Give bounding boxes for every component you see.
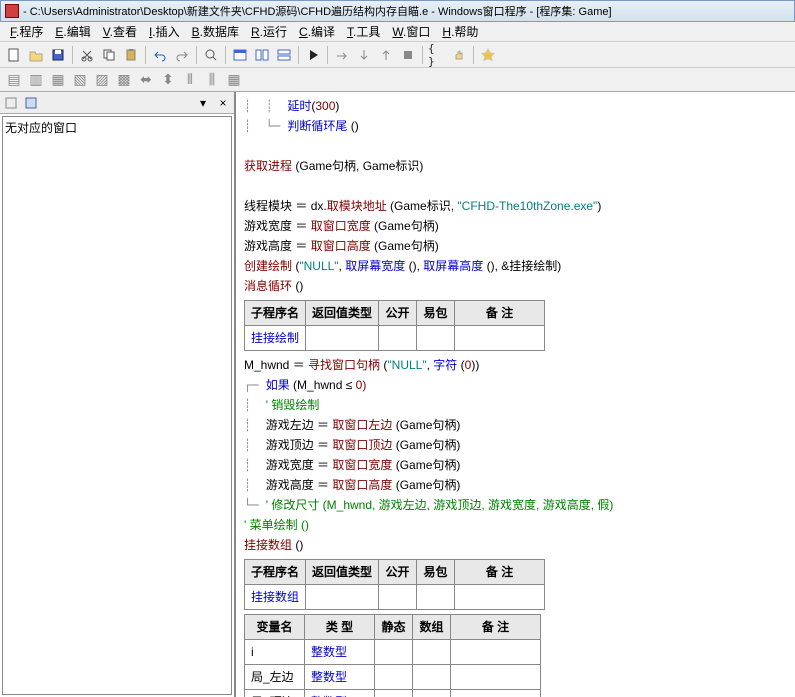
align-bottom-icon[interactable]: ▩ (114, 70, 134, 90)
new-file-icon[interactable] (4, 45, 24, 65)
left-toolbar: ▾ × (0, 92, 234, 114)
menu-edit[interactable]: E.编辑 (49, 21, 96, 42)
window2-icon[interactable] (252, 45, 272, 65)
star-icon[interactable] (478, 45, 498, 65)
left-panel: ▾ × 无对应的窗口 (0, 92, 236, 697)
menu-view[interactable]: V.查看 (97, 21, 143, 42)
braces-icon[interactable]: { } (427, 45, 447, 65)
spacing-h-icon[interactable]: ⫴ (180, 70, 200, 90)
main-area: ▾ × 无对应的窗口 ┊ ┊ 延时(300) ┊ └─ 判断循环尾 () 获取进… (0, 92, 795, 697)
no-window-text: 无对应的窗口 (5, 121, 77, 135)
undo-icon[interactable] (150, 45, 170, 65)
var-table: 变量名类 型静态数组备 注 i整数型 局_左边整数型 局_顶边整数型 局_宽度整… (244, 614, 541, 697)
toolbar-main: { } (0, 42, 795, 68)
spacing-v-icon[interactable]: ⫼ (202, 70, 222, 90)
toolbar-alignment: ▤ ▥ ▦ ▧ ▨ ▩ ⬌ ⬍ ⫴ ⫼ ▦ (0, 68, 795, 92)
grid-icon[interactable]: ▦ (224, 70, 244, 90)
panel-dropdown-icon[interactable]: ▾ (194, 94, 212, 112)
menu-file[interactable]: F.程序 (4, 21, 49, 42)
panel-btn2-icon[interactable] (22, 94, 40, 112)
menubar: F.程序 E.编辑 V.查看 I.插入 B.数据库 R.运行 C.编译 T.工具… (0, 22, 795, 42)
align-center-icon[interactable]: ▥ (26, 70, 46, 90)
window1-icon[interactable] (230, 45, 250, 65)
menu-window[interactable]: W.窗口 (386, 21, 436, 42)
sub-table-2: 子程序名返回值类型公开易包备 注 挂接数组 (244, 559, 545, 610)
left-content: 无对应的窗口 (2, 116, 232, 695)
app-icon (5, 4, 19, 18)
same-height-icon[interactable]: ⬍ (158, 70, 178, 90)
sub-table-1: 子程序名返回值类型公开易包备 注 挂接绘制 (244, 300, 545, 351)
copy-icon[interactable] (99, 45, 119, 65)
window-titlebar: - C:\Users\Administrator\Desktop\新建文件夹\C… (0, 0, 795, 22)
open-file-icon[interactable] (26, 45, 46, 65)
code-editor[interactable]: ┊ ┊ 延时(300) ┊ └─ 判断循环尾 () 获取进程 (Game句柄, … (236, 92, 795, 697)
menu-tools[interactable]: T.工具 (341, 21, 386, 42)
hand-icon[interactable] (449, 45, 469, 65)
menu-insert[interactable]: I.插入 (143, 21, 186, 42)
menu-help[interactable]: H.帮助 (436, 21, 484, 42)
step-into-icon[interactable] (354, 45, 374, 65)
window-title: - C:\Users\Administrator\Desktop\新建文件夹\C… (23, 3, 612, 19)
stop-icon[interactable] (398, 45, 418, 65)
menu-run[interactable]: R.运行 (245, 21, 293, 42)
panel-btn1-icon[interactable] (2, 94, 20, 112)
code-block: ┊ ┊ 延时(300) ┊ └─ 判断循环尾 () 获取进程 (Game句柄, … (244, 96, 787, 697)
cut-icon[interactable] (77, 45, 97, 65)
window3-icon[interactable] (274, 45, 294, 65)
align-right-icon[interactable]: ▦ (48, 70, 68, 90)
align-top-icon[interactable]: ▧ (70, 70, 90, 90)
paste-icon[interactable] (121, 45, 141, 65)
align-middle-icon[interactable]: ▨ (92, 70, 112, 90)
panel-close-icon[interactable]: × (214, 94, 232, 112)
run-icon[interactable] (303, 45, 323, 65)
redo-icon[interactable] (172, 45, 192, 65)
find-icon[interactable] (201, 45, 221, 65)
align-left-icon[interactable]: ▤ (4, 70, 24, 90)
step-over-icon[interactable] (332, 45, 352, 65)
step-out-icon[interactable] (376, 45, 396, 65)
same-width-icon[interactable]: ⬌ (136, 70, 156, 90)
menu-database[interactable]: B.数据库 (186, 21, 245, 42)
menu-compile[interactable]: C.编译 (293, 21, 341, 42)
save-icon[interactable] (48, 45, 68, 65)
